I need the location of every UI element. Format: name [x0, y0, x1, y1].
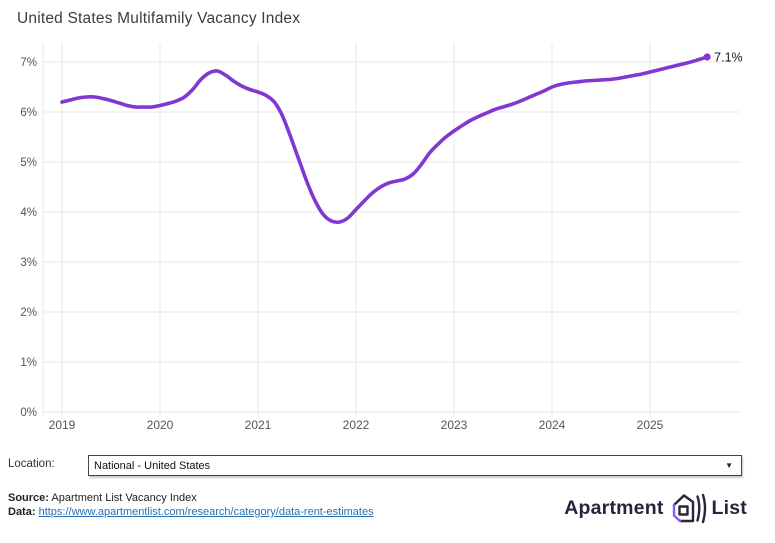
source-line: Source: Apartment List Vacancy Index: [8, 491, 374, 505]
location-dropdown[interactable]: National - United States ▼: [88, 455, 742, 476]
gridlines: [42, 43, 740, 415]
y-tick-label: 0%: [20, 407, 37, 419]
data-label: Data:: [8, 506, 36, 518]
x-axis-labels: 2019 2020 2021 2022 2023 2024 2025: [49, 418, 664, 432]
x-tick-label: 2023: [441, 418, 468, 432]
logo-word-list: List: [711, 497, 747, 519]
x-tick-label: 2024: [539, 418, 566, 432]
location-label: Location:: [8, 458, 55, 470]
apartment-list-logo: Apartment List: [564, 492, 747, 524]
y-tick-label: 7%: [20, 57, 37, 69]
x-tick-label: 2021: [245, 418, 272, 432]
y-tick-label: 2%: [20, 307, 37, 319]
y-tick-label: 5%: [20, 157, 37, 169]
source-label: Source:: [8, 492, 49, 504]
y-axis-labels: 0% 1% 2% 3% 4% 5% 6% 7%: [20, 57, 37, 419]
end-value-label: 7.1%: [714, 51, 743, 65]
x-tick-label: 2019: [49, 418, 76, 432]
y-tick-label: 4%: [20, 207, 37, 219]
x-tick-label: 2020: [147, 418, 174, 432]
apartment-list-house-icon: [672, 493, 706, 524]
source-text: Apartment List Vacancy Index: [51, 492, 197, 504]
logo-word-apartment: Apartment: [564, 497, 664, 519]
x-tick-label: 2022: [343, 418, 370, 432]
location-control-row: Location: National - United States ▼: [8, 455, 768, 477]
data-source-link[interactable]: https://www.apartmentlist.com/research/c…: [38, 506, 374, 518]
end-point-dot: [703, 53, 711, 61]
footer: Source: Apartment List Vacancy Index Dat…: [8, 491, 374, 519]
y-tick-label: 3%: [20, 257, 37, 269]
x-tick-label: 2025: [637, 418, 664, 432]
y-tick-label: 1%: [20, 357, 37, 369]
chart-title: United States Multifamily Vacancy Index: [17, 10, 301, 27]
data-line: Data: https://www.apartmentlist.com/rese…: [8, 505, 374, 519]
chevron-down-icon: ▼: [725, 461, 733, 470]
location-dropdown-value: National - United States: [94, 459, 211, 472]
vacancy-line: [60, 55, 709, 225]
vacancy-index-chart: 0% 1% 2% 3% 4% 5% 6% 7% 2019 2020 2021 2022 2023 2024…: [20, 43, 743, 432]
y-tick-label: 6%: [20, 107, 37, 119]
